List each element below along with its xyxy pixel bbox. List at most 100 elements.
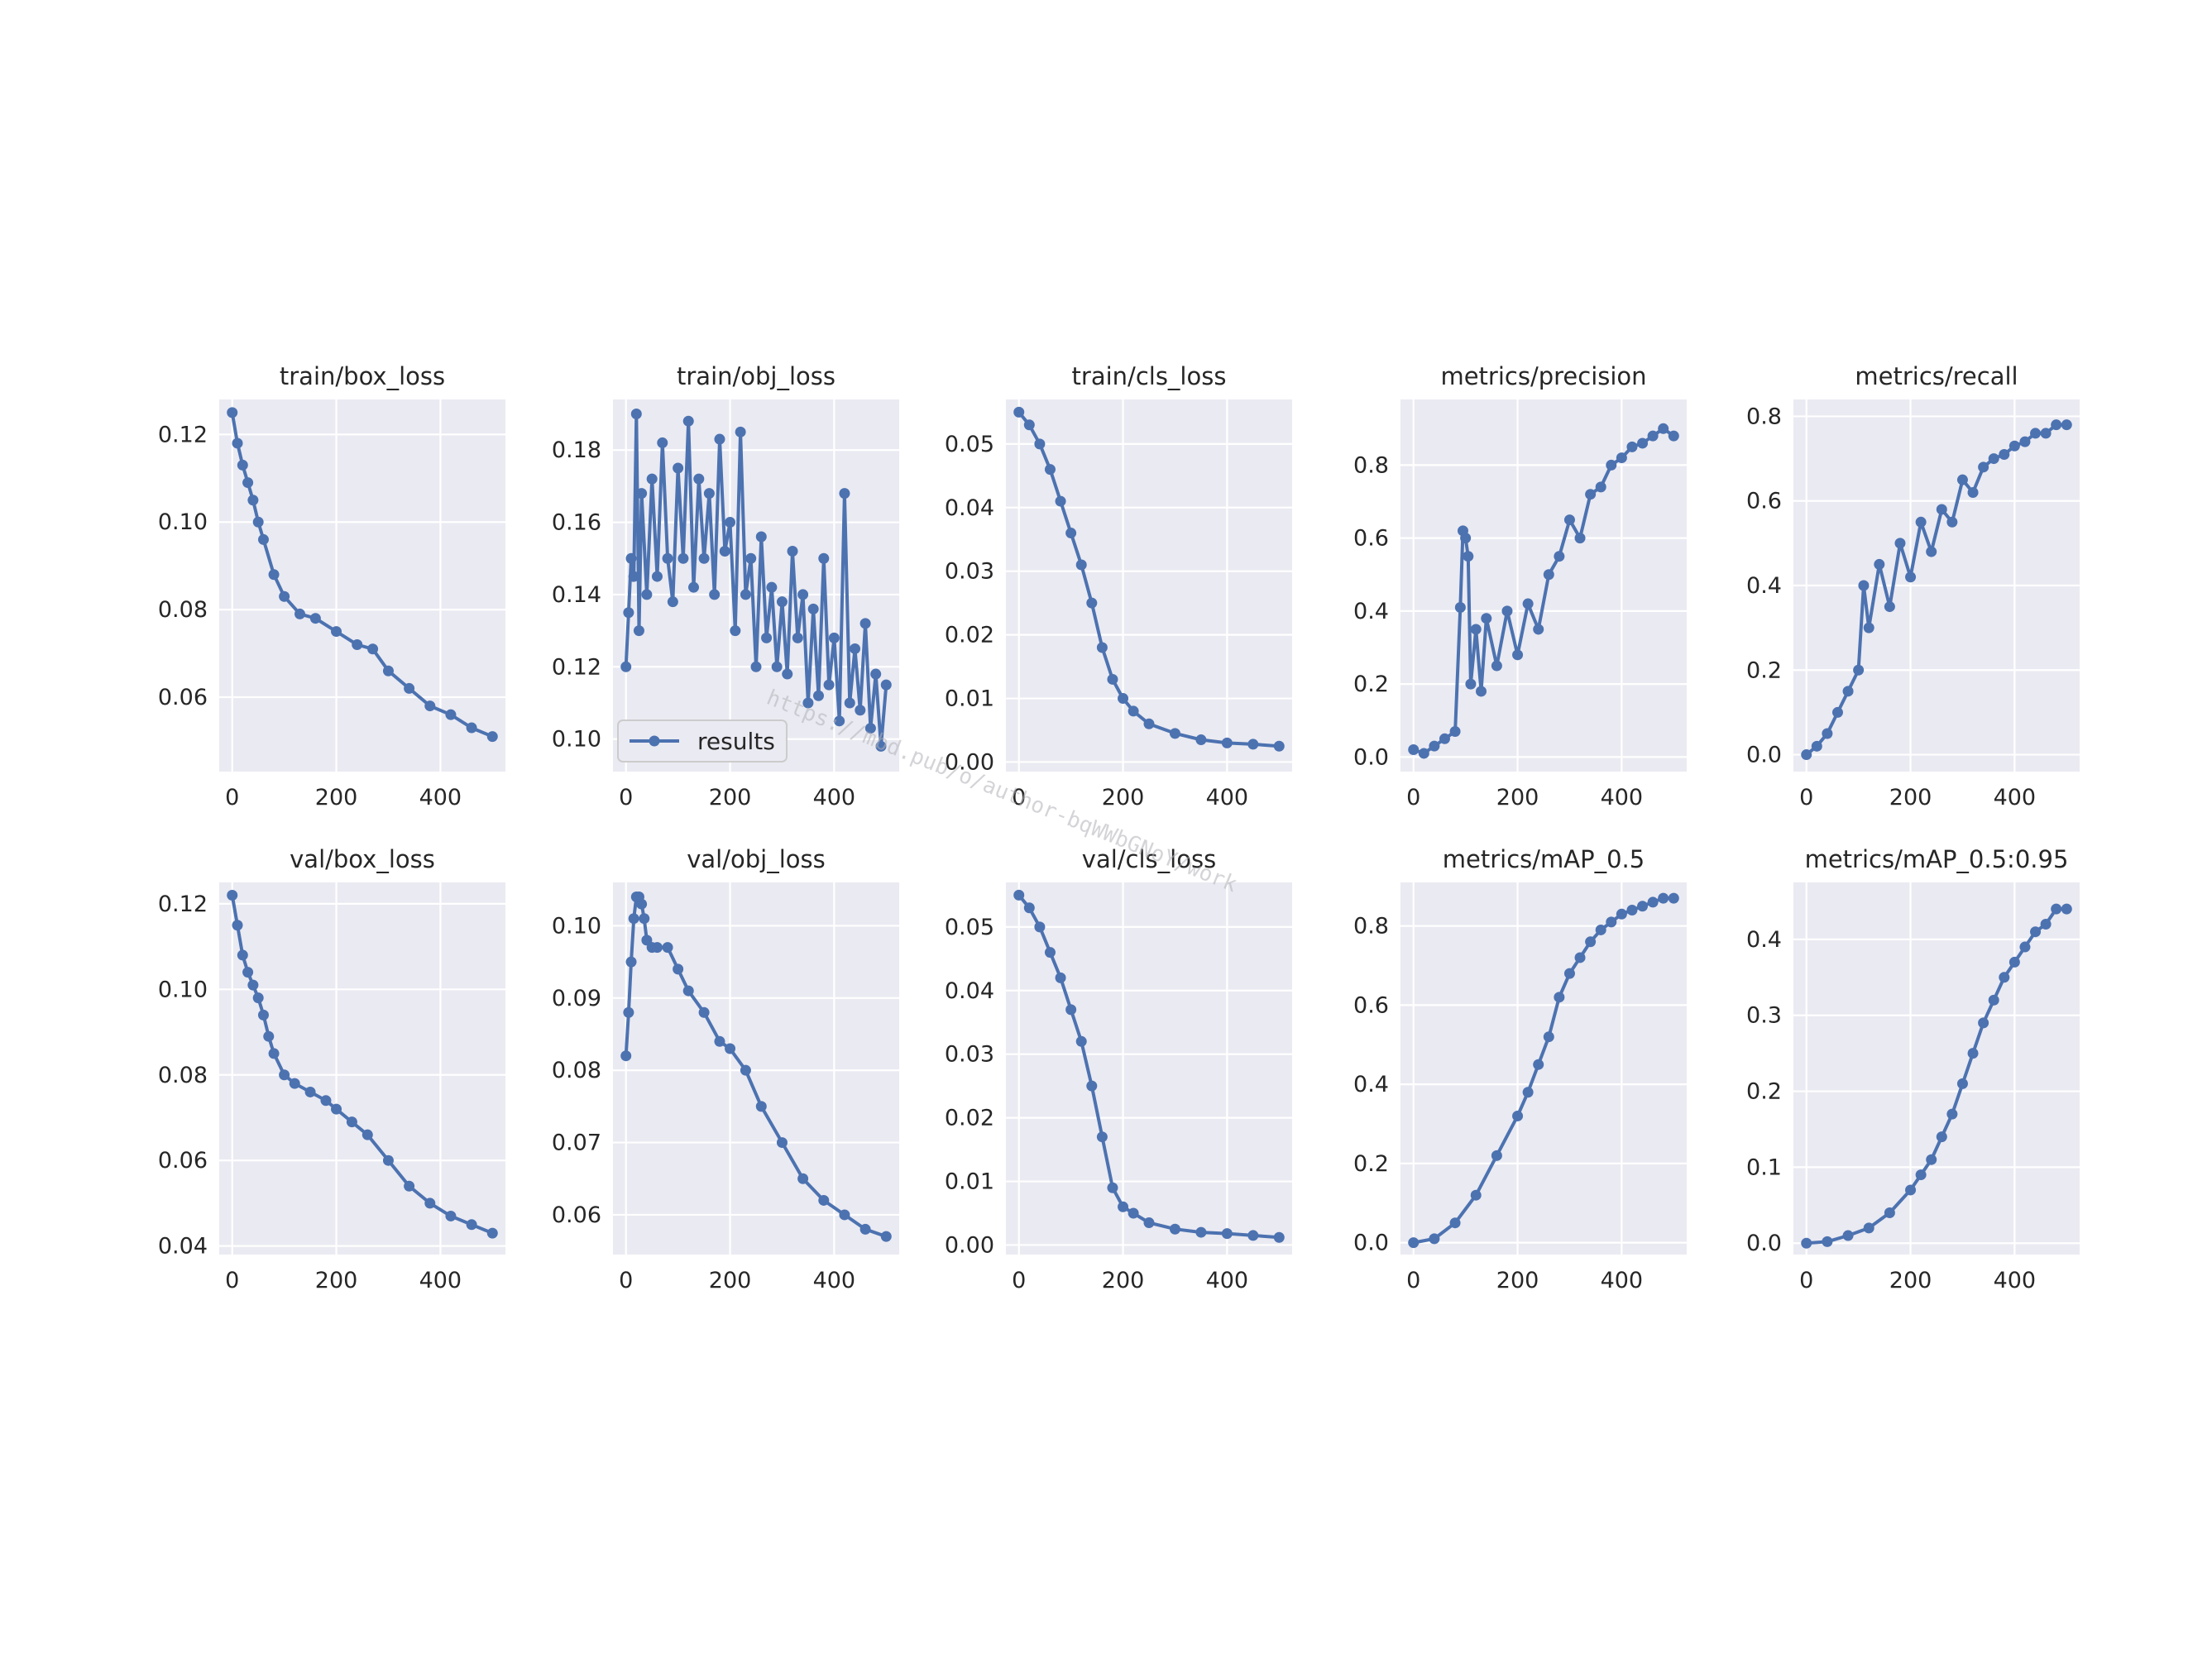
data-point	[486, 1227, 498, 1239]
data-point	[834, 715, 845, 727]
data-point	[1637, 901, 1649, 912]
data-point	[1831, 706, 1843, 718]
subplot-title: val/obj_loss	[687, 845, 826, 873]
data-point	[2051, 903, 2062, 915]
x-tick-label: 200	[1102, 785, 1145, 810]
data-point	[682, 985, 694, 997]
subplot-4: metrics/recall 0 200 400 0.0 0.2 0.4 0.6 0.8	[1746, 362, 2080, 810]
data-point	[620, 661, 632, 672]
data-point	[1915, 516, 1927, 528]
data-point	[673, 963, 684, 975]
data-point	[725, 1043, 736, 1054]
data-point	[623, 607, 634, 619]
data-point	[279, 1069, 290, 1081]
y-tick-label: 0.08	[552, 1058, 601, 1083]
data-point	[1811, 740, 1822, 752]
data-point	[639, 913, 650, 925]
data-point	[1221, 737, 1233, 748]
data-point	[1626, 441, 1638, 452]
subplot-7: val/cls_loss 0 200 400 0.00 0.01 0.02 0.03 0.04 0…	[945, 845, 1292, 1293]
data-point	[1512, 649, 1524, 661]
y-tick-label: 0.16	[552, 510, 601, 536]
x-tick-label: 200	[709, 1268, 752, 1293]
x-tick-label: 200	[1889, 785, 1932, 810]
data-point	[1574, 533, 1586, 544]
data-point	[1606, 459, 1617, 471]
data-point	[859, 618, 871, 629]
data-point	[309, 613, 321, 624]
data-point	[703, 488, 715, 500]
data-point	[237, 459, 248, 471]
data-point	[818, 552, 830, 564]
data-point	[1013, 889, 1025, 901]
legend-marker	[649, 735, 660, 747]
x-tick-label: 0	[1406, 785, 1420, 810]
y-tick-label: 0.06	[552, 1202, 601, 1228]
y-tick-label: 0.02	[945, 1106, 994, 1131]
y-tick-label: 0.03	[945, 559, 994, 585]
plot-area	[1006, 399, 1292, 772]
data-point	[1449, 725, 1461, 737]
subplot-title: val/box_loss	[290, 845, 435, 873]
y-tick-label: 0.08	[158, 1063, 208, 1088]
plot-area	[1793, 882, 2080, 1255]
data-point	[1086, 597, 1098, 609]
y-tick-label: 0.01	[945, 686, 994, 712]
data-point	[1595, 924, 1606, 935]
y-tick-label: 0.4	[1353, 1072, 1389, 1097]
data-point	[628, 913, 639, 925]
data-point	[855, 705, 866, 716]
data-point	[864, 723, 876, 734]
y-tick-label: 0.08	[158, 597, 208, 623]
x-tick-label: 200	[709, 785, 752, 810]
data-point	[1946, 1108, 1958, 1120]
subplot-3: metrics/precision 0 200 400 0.0 0.2 0.4 0.6 0.8	[1353, 362, 1687, 810]
data-point	[2051, 419, 2062, 431]
data-point	[667, 596, 678, 608]
data-point	[424, 700, 436, 712]
data-point	[1999, 448, 2010, 460]
data-point	[740, 589, 751, 600]
data-point	[2040, 919, 2052, 930]
data-point	[755, 1101, 767, 1112]
data-point	[1065, 528, 1077, 539]
data-point	[466, 722, 477, 734]
subplot-0: train/box_loss 0 200 400 0.06 0.08 0.10 0.12	[158, 362, 505, 810]
data-point	[346, 1116, 357, 1128]
data-point	[1616, 452, 1627, 464]
x-tick-label: 200	[1496, 1268, 1539, 1293]
data-point	[1626, 905, 1638, 916]
data-point	[761, 632, 773, 643]
subplot-2: train/cls_loss 0 200 400 0.00 0.01 0.02 0.03 0.0…	[945, 362, 1292, 810]
data-point	[294, 608, 306, 619]
data-point	[1668, 892, 1679, 904]
data-point	[1967, 1048, 1979, 1059]
data-point	[1884, 1207, 1895, 1218]
y-tick-label: 0.2	[1353, 672, 1389, 697]
y-tick-label: 0.04	[945, 495, 994, 521]
y-tick-label: 0.02	[945, 623, 994, 648]
y-tick-label: 0.3	[1746, 1003, 1782, 1029]
y-tick-label: 0.06	[158, 685, 208, 710]
data-point	[797, 589, 809, 600]
y-tick-label: 0.2	[1746, 1079, 1782, 1105]
series-group	[620, 891, 892, 1242]
data-point	[1273, 740, 1285, 752]
x-tick-label: 0	[1799, 1268, 1813, 1293]
data-point	[404, 1180, 415, 1192]
data-point	[714, 1035, 725, 1047]
data-point	[880, 679, 892, 691]
x-tick-label: 0	[1406, 1268, 1420, 1293]
data-point	[1585, 489, 1597, 500]
plot-area	[219, 882, 505, 1255]
data-point	[839, 1209, 850, 1221]
data-point	[1501, 605, 1513, 617]
y-tick-label: 0.6	[1353, 992, 1389, 1018]
data-point	[361, 1129, 373, 1140]
data-point	[1195, 1226, 1207, 1238]
data-point	[1429, 740, 1440, 752]
y-tick-label: 0.12	[158, 422, 208, 447]
data-point	[1978, 461, 1989, 473]
data-point	[2009, 440, 2020, 452]
